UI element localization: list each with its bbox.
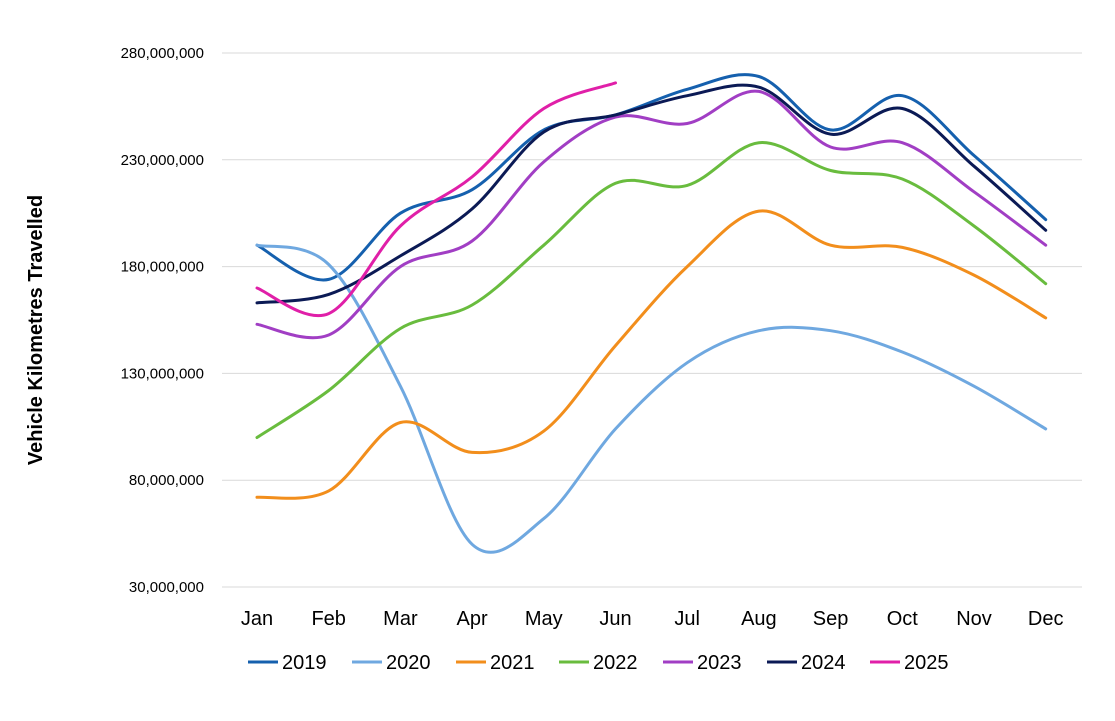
x-tick-label: Nov bbox=[956, 608, 992, 630]
y-axis-title: Vehicle Kilometres Travelled bbox=[25, 195, 47, 465]
x-tick-label: Jul bbox=[674, 608, 700, 630]
legend-label-2025: 2025 bbox=[904, 652, 949, 674]
y-tick-label: 280,000,000 bbox=[121, 45, 204, 62]
x-tick-label: Aug bbox=[741, 608, 777, 630]
x-tick-label: Mar bbox=[383, 608, 418, 630]
legend-label-2020: 2020 bbox=[386, 652, 431, 674]
series-lines bbox=[255, 73, 1048, 554]
series-line-2021 bbox=[255, 209, 1048, 500]
series-line-2023 bbox=[255, 89, 1048, 340]
y-axis-ticks: 30,000,000 80,000,000 130,000,000 180,000,0… bbox=[121, 45, 204, 596]
legend-label-2021: 2021 bbox=[490, 652, 535, 674]
y-tick-label: 130,000,000 bbox=[121, 365, 204, 382]
x-tick-label: Sep bbox=[813, 608, 849, 630]
legend-label-2024: 2024 bbox=[801, 652, 846, 674]
x-tick-label: May bbox=[525, 608, 563, 630]
x-tick-label: Jun bbox=[599, 608, 631, 630]
series-line-2019 bbox=[255, 73, 1048, 282]
x-tick-label: Feb bbox=[311, 608, 345, 630]
series-line-2022 bbox=[255, 141, 1048, 439]
y-tick-label: 180,000,000 bbox=[121, 259, 204, 276]
y-tick-label: 80,000,000 bbox=[129, 472, 204, 489]
legend-label-2019: 2019 bbox=[282, 652, 327, 674]
series-line-2025 bbox=[255, 81, 617, 317]
legend-label-2022: 2022 bbox=[593, 652, 638, 674]
x-tick-label: Oct bbox=[887, 608, 919, 630]
x-tick-label: Apr bbox=[457, 608, 488, 630]
legend: 2019 2020 2021 2022 2023 2024 2025 bbox=[248, 652, 949, 674]
legend-label-2023: 2023 bbox=[697, 652, 742, 674]
y-tick-label: 30,000,000 bbox=[129, 579, 204, 596]
x-axis-ticks: Jan Feb Mar Apr May Jun Jul Aug Sep Oct Nov Dec bbox=[241, 608, 1064, 630]
y-tick-label: 230,000,000 bbox=[121, 152, 204, 169]
x-tick-label: Dec bbox=[1028, 608, 1064, 630]
gridlines bbox=[222, 52, 1082, 588]
x-tick-label: Jan bbox=[241, 608, 273, 630]
series-line-2024 bbox=[255, 83, 1048, 305]
series-line-2020 bbox=[255, 243, 1048, 554]
